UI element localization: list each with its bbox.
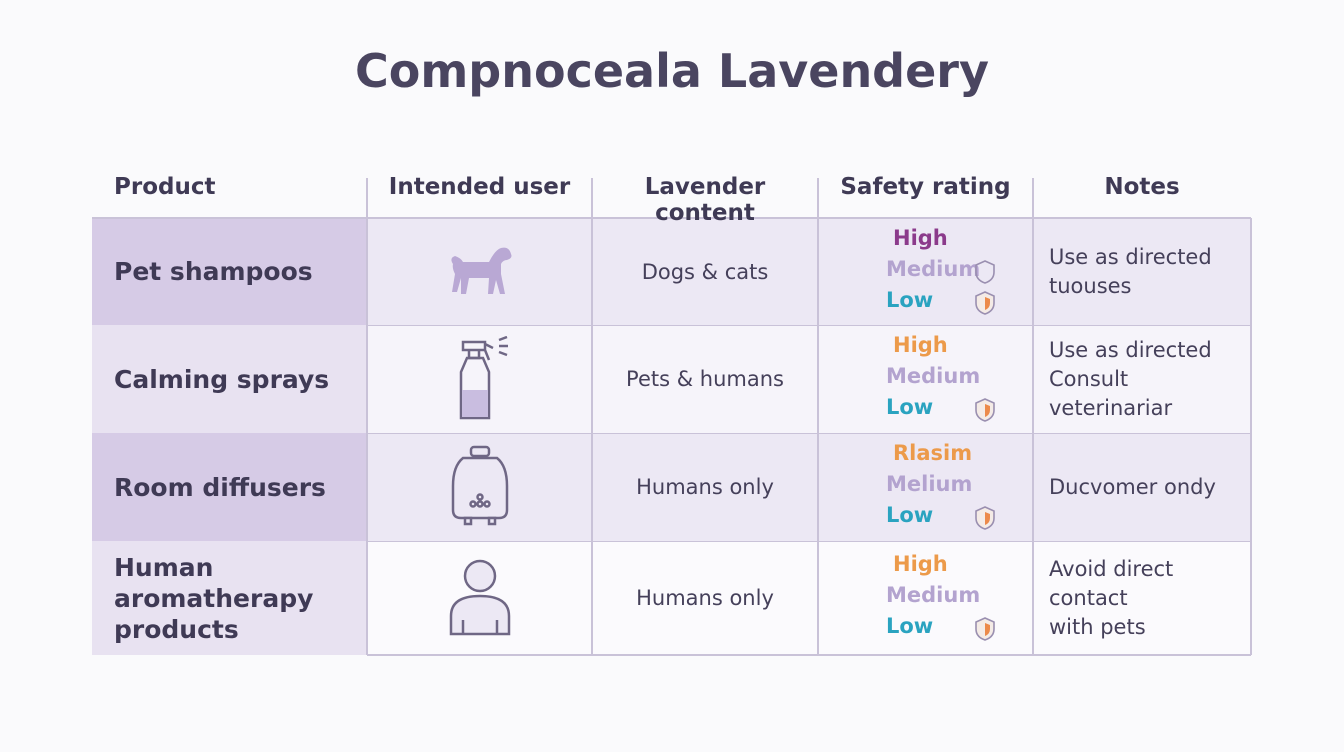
- safety-level: High: [893, 333, 948, 357]
- user-icon: [367, 433, 592, 541]
- notes: Avoid direct contact with pets: [1033, 541, 1251, 655]
- safety-level: Low: [886, 503, 934, 527]
- column-header: Intended user: [388, 174, 571, 200]
- shield-icon: [973, 397, 997, 427]
- grid-line: [92, 217, 1251, 219]
- content: Dogs & cats: [641, 259, 769, 284]
- safety-cell: Rlasim Melium Low: [818, 433, 1033, 541]
- safety-level: Medium: [886, 583, 981, 607]
- shield-icon: [973, 259, 997, 289]
- shield-icon: [973, 505, 997, 535]
- safety-level: Rlasim: [893, 441, 973, 465]
- content: Humans only: [636, 586, 774, 610]
- safety-level: Low: [886, 395, 934, 419]
- note-line: Use as directed: [1049, 244, 1212, 269]
- product-bg: [92, 541, 367, 655]
- grid-line: [1250, 218, 1252, 655]
- note-line: contact: [1049, 585, 1128, 610]
- note-line: Ducvomer ondy: [1049, 474, 1216, 499]
- product-bg: [92, 433, 367, 541]
- grid-line: [367, 433, 1251, 434]
- safety-level: High: [893, 552, 948, 576]
- user-icon: [367, 218, 592, 325]
- product: Pet shampoos: [114, 257, 313, 286]
- product: Calming sprays: [114, 364, 330, 394]
- title: Compnoceala Lavendery: [355, 44, 989, 98]
- notes: Use as directed tuouses: [1033, 218, 1251, 325]
- user-icon: [367, 325, 592, 433]
- product: Human aromatherapy products: [114, 552, 314, 644]
- content: Humans only: [636, 475, 774, 499]
- safety-level: Low: [886, 614, 934, 638]
- notes: Use as directed Consult veterinariar: [1033, 325, 1251, 433]
- note-line: with pets: [1049, 614, 1146, 639]
- safety-cell: High Medium Low: [818, 541, 1033, 655]
- note-line: Use as directed: [1049, 337, 1212, 362]
- shield-icon: [973, 290, 997, 320]
- column-header: Safety rating: [840, 174, 1011, 200]
- safety-level: High: [893, 225, 948, 250]
- grid-line: [367, 541, 1251, 542]
- grid-line: [367, 654, 1251, 656]
- product: Room diffusers: [114, 472, 326, 502]
- product-bg: [92, 325, 367, 433]
- grid-line: [817, 178, 819, 655]
- note-line: Avoid direct: [1049, 556, 1174, 581]
- column-header: Product: [114, 174, 216, 200]
- column-header: Notes: [1104, 174, 1180, 200]
- note-line: Consult: [1049, 366, 1129, 391]
- safety-level: Melium: [886, 472, 973, 496]
- notes: Ducvomer ondy: [1033, 433, 1251, 541]
- safety-level: Low: [886, 287, 934, 312]
- shield-icon: [973, 616, 997, 646]
- product-bg: [92, 218, 367, 325]
- safety-level: Medium: [886, 364, 981, 388]
- grid-line: [591, 178, 593, 655]
- note-line: tuouses: [1049, 273, 1132, 298]
- safety-cell: High Medium Low: [818, 218, 1033, 325]
- safety-level: Medium: [886, 256, 981, 281]
- grid-line: [366, 178, 368, 655]
- safety-cell: High Medium Low: [818, 325, 1033, 433]
- content: Pets & humans: [626, 367, 784, 391]
- column-header: Lavender content: [644, 174, 766, 226]
- grid-line: [367, 325, 1251, 326]
- note-line: veterinariar: [1049, 395, 1173, 420]
- user-icon: [367, 541, 592, 655]
- grid-line: [1032, 178, 1034, 655]
